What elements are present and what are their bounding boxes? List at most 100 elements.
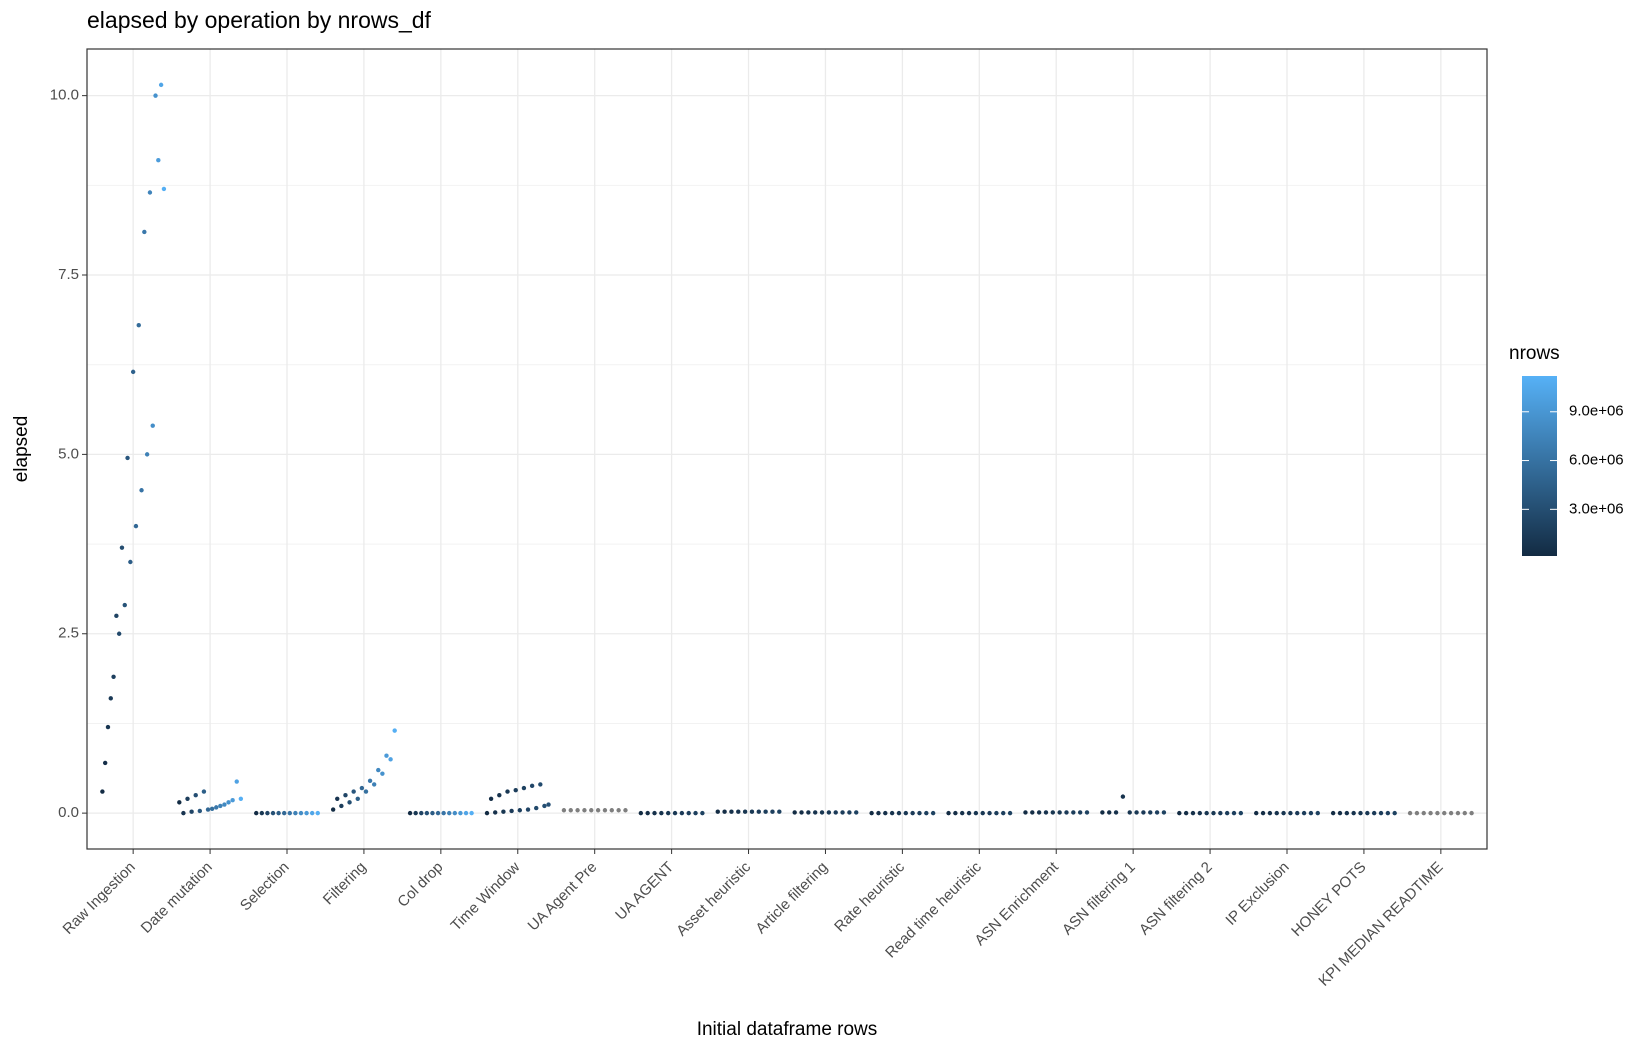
point xyxy=(819,810,825,815)
point xyxy=(343,792,348,798)
x-tick-label: ASN filtering 1 xyxy=(1059,859,1139,939)
point xyxy=(1385,810,1391,816)
point xyxy=(568,808,573,813)
y-tick-label: 5.0 xyxy=(58,445,79,462)
point xyxy=(505,789,510,794)
point xyxy=(1127,810,1132,815)
point xyxy=(840,810,845,815)
point xyxy=(380,771,385,776)
point xyxy=(1064,810,1069,815)
point xyxy=(347,800,352,805)
point xyxy=(105,724,111,730)
point xyxy=(501,809,506,814)
point xyxy=(546,802,551,807)
point xyxy=(645,810,650,816)
point xyxy=(770,809,775,814)
y-tick-label: 0.0 xyxy=(58,804,79,821)
point xyxy=(1204,810,1209,816)
x-tick-label: HONEY POTS xyxy=(1288,859,1369,940)
point xyxy=(1224,810,1230,816)
point xyxy=(665,810,671,816)
point xyxy=(142,229,147,235)
chart-title: elapsed by operation by nrows_df xyxy=(87,7,432,33)
point xyxy=(1462,810,1467,816)
point xyxy=(339,803,344,809)
point xyxy=(1007,810,1013,816)
x-tick-label: UA Agent Pre xyxy=(525,859,601,935)
point xyxy=(1421,810,1426,816)
point xyxy=(384,753,389,758)
point xyxy=(351,789,356,794)
colorbar xyxy=(1522,376,1557,556)
point xyxy=(517,808,523,813)
x-tick-label: Raw Ingestion xyxy=(60,859,139,938)
point xyxy=(1260,810,1266,816)
point xyxy=(407,810,413,816)
point xyxy=(201,789,207,794)
point xyxy=(534,805,539,811)
point xyxy=(994,810,999,816)
point xyxy=(1378,810,1384,816)
point xyxy=(1301,810,1307,816)
point xyxy=(335,796,340,801)
point xyxy=(355,796,360,801)
point xyxy=(623,808,628,813)
point xyxy=(484,810,490,816)
point xyxy=(205,807,211,812)
point xyxy=(463,810,469,816)
point xyxy=(509,808,514,814)
y-axis-title: elapsed xyxy=(11,416,32,483)
point xyxy=(833,810,838,815)
point xyxy=(609,808,614,813)
plot-border xyxy=(86,48,1488,850)
point xyxy=(287,810,292,816)
point xyxy=(144,452,150,457)
point xyxy=(1351,810,1356,816)
point xyxy=(234,779,239,784)
plot-panel xyxy=(87,49,1487,849)
point xyxy=(854,810,859,815)
point xyxy=(538,782,543,787)
point xyxy=(917,810,922,816)
point xyxy=(1177,810,1182,816)
point xyxy=(1288,810,1293,816)
point xyxy=(602,808,608,813)
point xyxy=(638,810,644,816)
point xyxy=(238,796,244,801)
point xyxy=(1344,810,1350,816)
point xyxy=(108,696,113,701)
point xyxy=(847,810,852,815)
point xyxy=(330,807,336,812)
point xyxy=(161,186,167,192)
point xyxy=(1254,810,1259,816)
point xyxy=(293,810,298,816)
point xyxy=(742,809,748,814)
point xyxy=(222,802,227,807)
point xyxy=(513,787,518,793)
point xyxy=(1442,810,1447,816)
point xyxy=(1057,810,1062,815)
point xyxy=(315,810,320,816)
point xyxy=(209,806,215,812)
point xyxy=(128,559,133,565)
point xyxy=(452,810,458,816)
point xyxy=(946,810,951,816)
point xyxy=(111,674,116,680)
point xyxy=(1071,810,1076,815)
point xyxy=(1120,794,1126,799)
point xyxy=(1238,810,1244,816)
point xyxy=(197,808,203,814)
point xyxy=(529,783,535,789)
point xyxy=(722,809,727,814)
point xyxy=(497,792,502,798)
point xyxy=(1107,810,1112,815)
y-tick-label: 10.0 xyxy=(50,87,79,104)
point xyxy=(388,757,393,762)
point xyxy=(265,810,270,816)
point xyxy=(133,523,139,529)
x-tick-label: Article filtering xyxy=(752,859,831,938)
x-tick-label: KPI MEDIAN READTIME xyxy=(1315,859,1446,990)
point xyxy=(376,767,381,773)
point xyxy=(1113,810,1119,815)
